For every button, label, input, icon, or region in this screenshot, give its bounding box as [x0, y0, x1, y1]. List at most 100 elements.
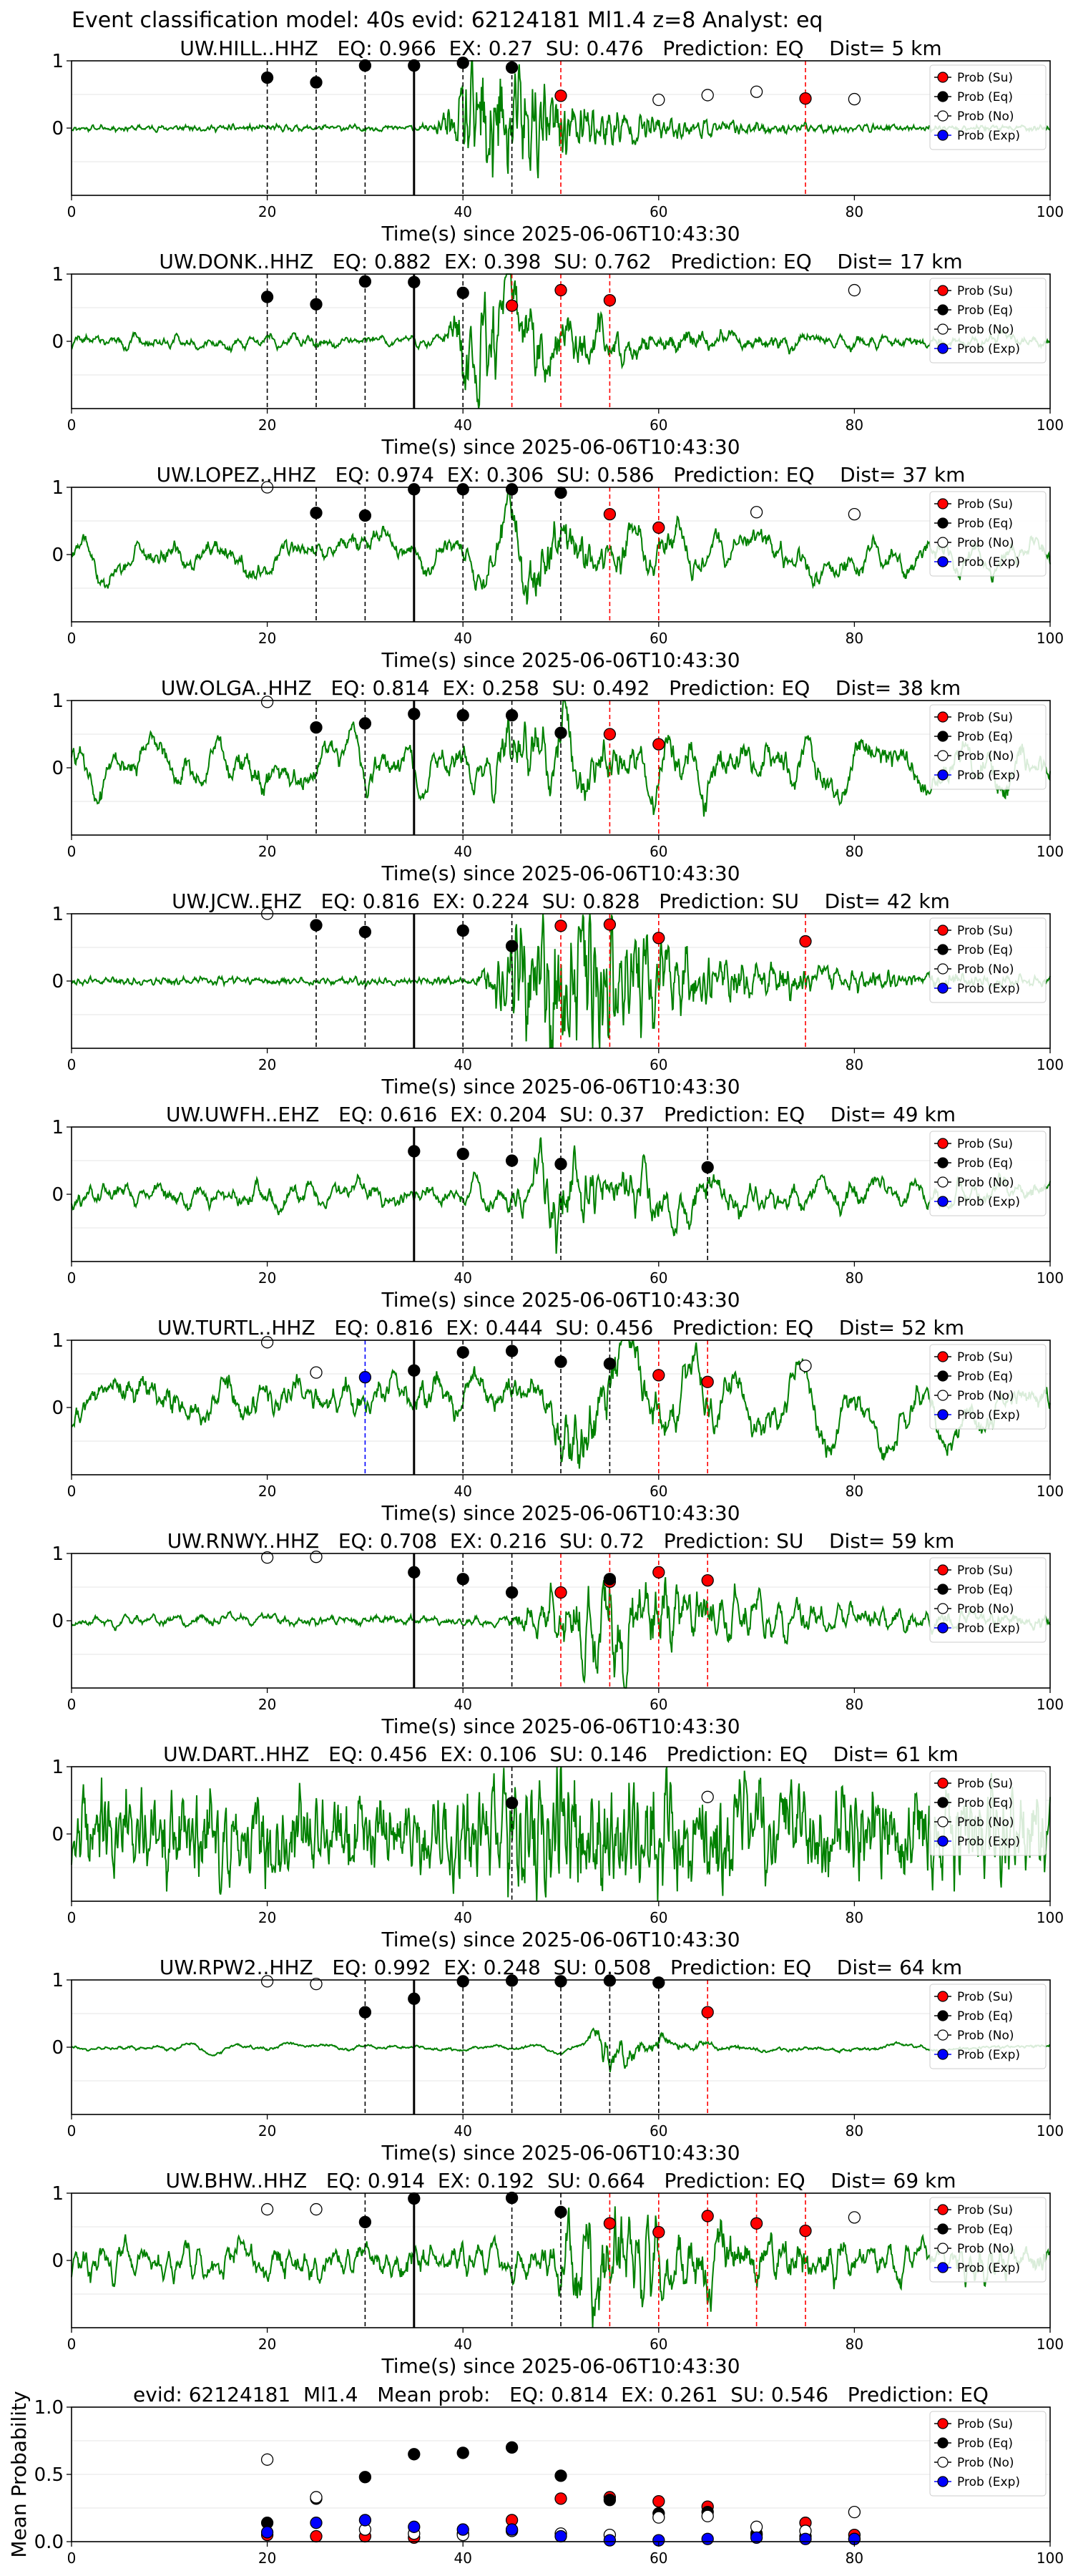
prob-point-no	[848, 2505, 861, 2519]
legend-marker-su	[937, 1777, 949, 1789]
x-axis-label: Time(s) since 2025-06-06T10:43:30	[381, 222, 740, 245]
x-tick-label: 100	[1037, 203, 1064, 220]
prob-point-eq	[456, 483, 469, 496]
legend-label: Prob (No)	[957, 323, 1014, 337]
prob-point-eq	[408, 275, 421, 288]
prob-point-eq	[408, 1145, 421, 1158]
legend-marker-su	[937, 924, 949, 936]
x-tick-label: 60	[650, 843, 667, 860]
legend: Prob (Su) Prob (Eq) Prob (No) Prob (Exp)	[929, 1131, 1047, 1216]
legend-marker-exp	[937, 2049, 949, 2060]
prob-point-eq	[358, 2471, 372, 2484]
prob-point-eq	[603, 1974, 617, 1987]
x-tick-label: 60	[650, 1909, 667, 1926]
prob-point-eq	[456, 924, 469, 937]
x-tick-label: 0	[67, 630, 77, 647]
legend-marker-su	[937, 711, 949, 723]
prob-point-eq	[456, 709, 469, 722]
station-panel: 0 20 40 60 80 100 1 0 UW.HILL..HHZ EQ: 0.966 EX:…	[52, 36, 1064, 245]
legend-label: Prob (No)	[957, 1815, 1014, 1830]
legend-label: Prob (Su)	[957, 71, 1013, 85]
x-tick-label: 100	[1037, 1056, 1064, 1073]
legend-label: Prob (No)	[957, 109, 1014, 124]
legend-marker-eq	[937, 1157, 949, 1169]
prob-point-eq	[408, 2448, 421, 2461]
x-axis-label: Time(s) since 2025-06-06T10:43:30	[381, 1714, 740, 1738]
prob-point-eq	[408, 483, 421, 496]
prob-point-exp	[310, 2517, 323, 2529]
x-tick-label: 80	[846, 416, 863, 434]
station-panel: 0 20 40 60 80 100 1 0 UW.JCW..EHZ EQ: 0.816 EX: …	[52, 889, 1064, 1098]
prob-point-exp	[260, 2526, 274, 2539]
legend: Prob (Su) Prob (Eq) Prob (No) Prob (Exp)	[929, 1557, 1047, 1643]
legend-marker-no	[937, 110, 949, 122]
panel-title: UW.DONK..HHZ EQ: 0.882 EX: 0.398 SU: 0.7…	[159, 250, 962, 273]
station-panel: 0 20 40 60 80 100 1 0 UW.LOPEZ..HHZ EQ: 0.974 EX…	[52, 463, 1064, 672]
legend-label: Prob (No)	[957, 2242, 1014, 2256]
prob-point-no	[750, 506, 763, 519]
legend-label: Prob (No)	[957, 536, 1014, 550]
panel-title: UW.LOPEZ..HHZ EQ: 0.974 EX: 0.306 SU: 0.…	[157, 463, 966, 487]
x-tick-label: 20	[258, 1483, 276, 1500]
legend-marker-su	[937, 72, 949, 83]
x-axis-label: Time(s) since 2025-06-06T10:43:30	[381, 1075, 740, 1098]
legend-box	[929, 2411, 1047, 2497]
y-tick-label: 1	[52, 1970, 64, 1991]
prob-point-eq	[358, 925, 372, 939]
prob-point-eq	[358, 59, 372, 72]
legend-label: Prob (Su)	[957, 924, 1013, 938]
prob-point-eq	[408, 708, 421, 721]
prob-point-no	[260, 1975, 274, 1988]
panel-title: UW.RNWY..HHZ EQ: 0.708 EX: 0.216 SU: 0.7…	[167, 1529, 955, 1553]
x-axis-label: Time(s) since 2025-06-06T10:43:30	[381, 648, 740, 672]
x-tick-label: 60	[650, 1483, 667, 1500]
x-axis-label: Time(s) since 2025-06-06T10:43:30	[381, 862, 740, 885]
legend-marker-eq	[937, 2223, 949, 2235]
prob-point-eq	[554, 486, 567, 499]
prob-point-no	[848, 2211, 861, 2224]
x-tick-label: 80	[846, 1269, 863, 1287]
legend-marker-exp	[937, 1409, 949, 1420]
prob-point-exp	[456, 2523, 469, 2536]
prob-point-eq	[310, 721, 323, 734]
x-tick-label: 40	[454, 416, 471, 434]
prob-point-su	[554, 1586, 567, 1599]
y-tick-label: 0	[52, 2037, 64, 2059]
legend-marker-no	[937, 963, 949, 975]
prob-point-no	[750, 2520, 763, 2533]
legend-label: Prob (Exp)	[957, 342, 1020, 356]
legend-label: Prob (Exp)	[957, 1195, 1020, 1209]
x-tick-label: 20	[258, 1696, 276, 1713]
y-tick-label: 0	[52, 1397, 64, 1419]
legend-marker-no	[937, 2243, 949, 2254]
legend-label: Prob (Exp)	[957, 2475, 1020, 2489]
legend-box	[929, 491, 1047, 577]
x-tick-label: 40	[454, 843, 471, 860]
x-tick-label: 60	[650, 630, 667, 647]
prob-point-no	[701, 1790, 714, 1803]
prob-point-eq	[505, 1154, 519, 1167]
panel-title: UW.TURTL..HHZ EQ: 0.816 EX: 0.444 SU: 0.…	[157, 1316, 964, 1340]
station-panel: 0 20 40 60 80 100 1 0 UW.DONK..HHZ EQ: 0.882 EX:…	[52, 250, 1064, 459]
prob-point-su	[652, 738, 665, 751]
y-tick-label: 0	[52, 331, 64, 353]
prob-point-eq	[310, 298, 323, 311]
prob-point-su	[603, 2217, 617, 2230]
prob-point-eq	[408, 1566, 421, 1579]
x-tick-label: 80	[846, 2122, 863, 2140]
legend-label: Prob (Eq)	[957, 2009, 1013, 2024]
legend-box	[929, 1984, 1047, 2069]
prob-point-su	[603, 294, 617, 307]
x-tick-label: 20	[258, 630, 276, 647]
y-tick-label: 0.0	[34, 2532, 64, 2553]
prob-point-eq	[358, 2006, 372, 2019]
panel-title: UW.BHW..HHZ EQ: 0.914 EX: 0.192 SU: 0.66…	[165, 2169, 956, 2192]
legend-label: Prob (No)	[957, 2456, 1014, 2470]
prob-point-su	[554, 89, 567, 102]
prob-point-eq	[456, 1975, 469, 1988]
x-tick-label: 0	[67, 203, 77, 220]
x-tick-label: 20	[258, 1056, 276, 1073]
legend-marker-eq	[937, 91, 949, 102]
station-panel: 0 20 40 60 80 100 1 0 UW.TURTL..HHZ EQ: 0.816 EX…	[52, 1316, 1064, 1525]
x-tick-label: 80	[846, 203, 863, 220]
